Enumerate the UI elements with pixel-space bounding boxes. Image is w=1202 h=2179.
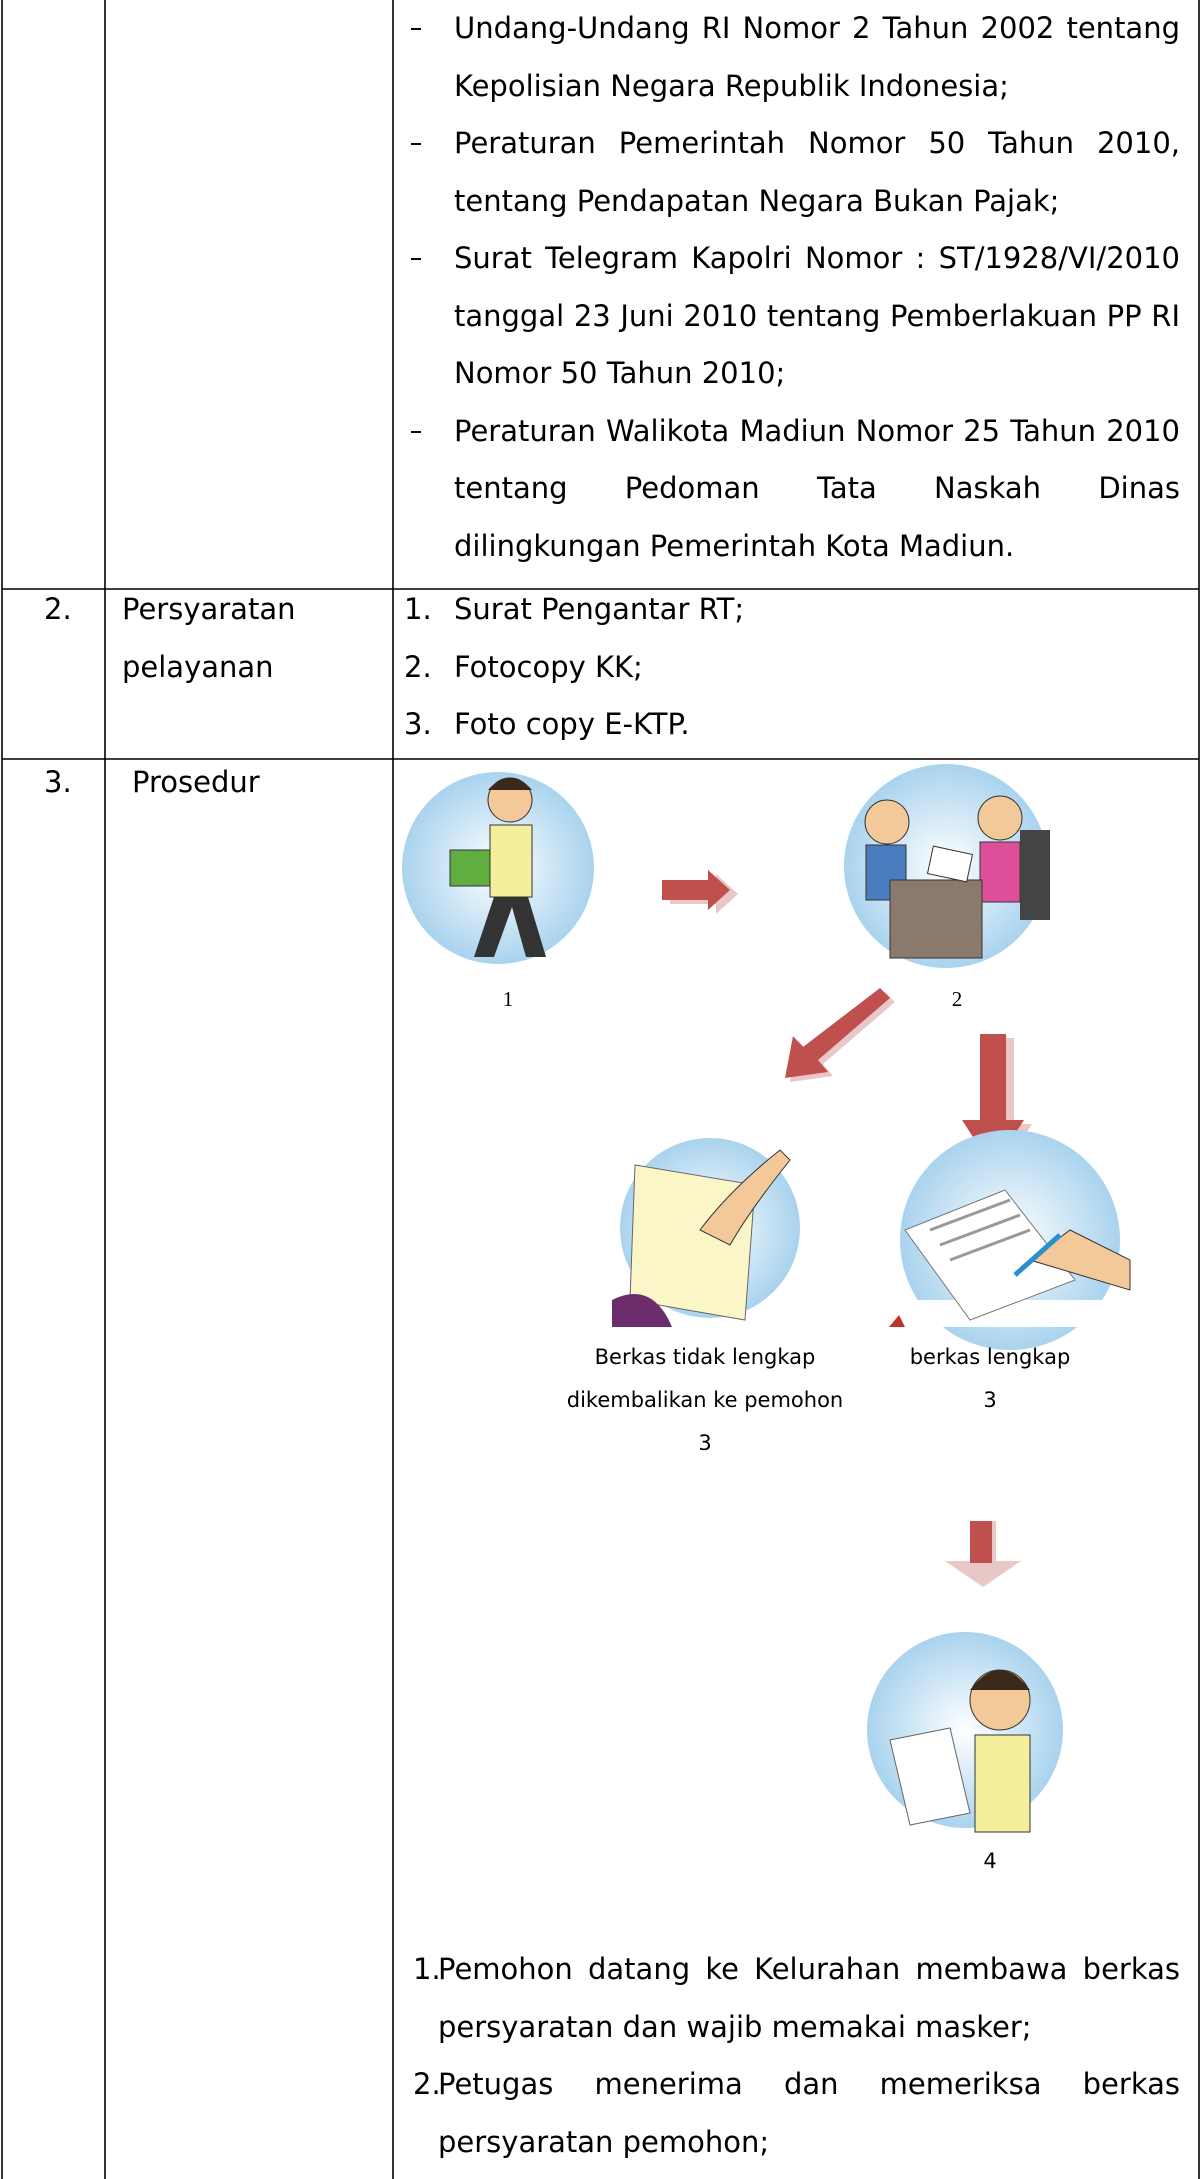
procedure-steps: 1. Pemohon datang ke Kelurahan membawa be… <box>413 1941 1180 2171</box>
list-number: 3. <box>404 707 432 741</box>
row-number: 3. <box>44 765 72 799</box>
list-item: 3. Foto copy E-KTP. <box>404 696 1184 754</box>
bullet-item: Peraturan Walikota Madiun Nomor 25 Tahun… <box>454 413 1180 563</box>
step-item: 1. Pemohon datang ke Kelurahan membawa be… <box>413 1941 1180 2056</box>
bullet-dashes <box>411 28 421 433</box>
row-number: 2. <box>44 592 72 626</box>
step-caption: 1 <box>502 987 514 1011</box>
step-caption: dikembalikan ke pemohon <box>566 1388 844 1412</box>
step-caption: 3 <box>698 1431 712 1455</box>
illustration-signing-paper <box>889 1130 1133 1350</box>
illustration-returned-paper <box>612 1136 800 1327</box>
illustration-service-desk <box>836 764 1052 969</box>
row-item: Prosedur <box>132 765 260 799</box>
arrow-down-small <box>945 1521 1021 1587</box>
bullet-item: Peraturan Pemerintah Nomor 50 Tahun 2010… <box>454 126 1180 218</box>
row-item: Persyaratan pelayanan <box>122 592 296 684</box>
list-number: 1. <box>404 592 432 626</box>
list-text: Surat Pengantar RT; <box>454 592 745 626</box>
illustration-person-reading <box>866 1632 1064 1833</box>
step-caption: 3 <box>983 1388 997 1412</box>
illustration-person-walking <box>402 770 594 969</box>
list-item: 2. Fotocopy KK; <box>404 639 1184 697</box>
step-number: 2. <box>413 2067 441 2101</box>
arrow-diagonal <box>785 988 895 1082</box>
step-caption: Berkas tidak lengkap <box>594 1345 816 1369</box>
arrow-right <box>662 870 738 914</box>
legal-basis-list: Undang-Undang RI Nomor 2 Tahun 2002 tent… <box>454 0 1180 575</box>
bullet-item: Undang-Undang RI Nomor 2 Tahun 2002 tent… <box>454 11 1180 103</box>
list-text: Foto copy E-KTP. <box>454 707 690 741</box>
step-number: 1. <box>413 1952 441 1986</box>
list-item: 1. Surat Pengantar RT; <box>404 581 1184 639</box>
requirements-list: 1. Surat Pengantar RT; 2. Fotocopy KK; 3. Fot… <box>404 581 1184 754</box>
step-caption: berkas lengkap <box>909 1345 1071 1369</box>
list-number: 2. <box>404 649 432 684</box>
list-text: Fotocopy KK; <box>454 649 643 684</box>
step-text: Petugas menerima dan memeriksa berkas pe… <box>438 2067 1180 2159</box>
step-text: Pemohon datang ke Kelurahan membawa berk… <box>438 1952 1180 2044</box>
step-caption: 2 <box>951 987 963 1011</box>
step-item: 2. Petugas menerima dan memeriksa berkas … <box>413 2056 1180 2171</box>
bullet-item: Surat Telegram Kapolri Nomor : ST/1928/V… <box>454 241 1180 390</box>
step-caption: 4 <box>983 1849 997 1873</box>
